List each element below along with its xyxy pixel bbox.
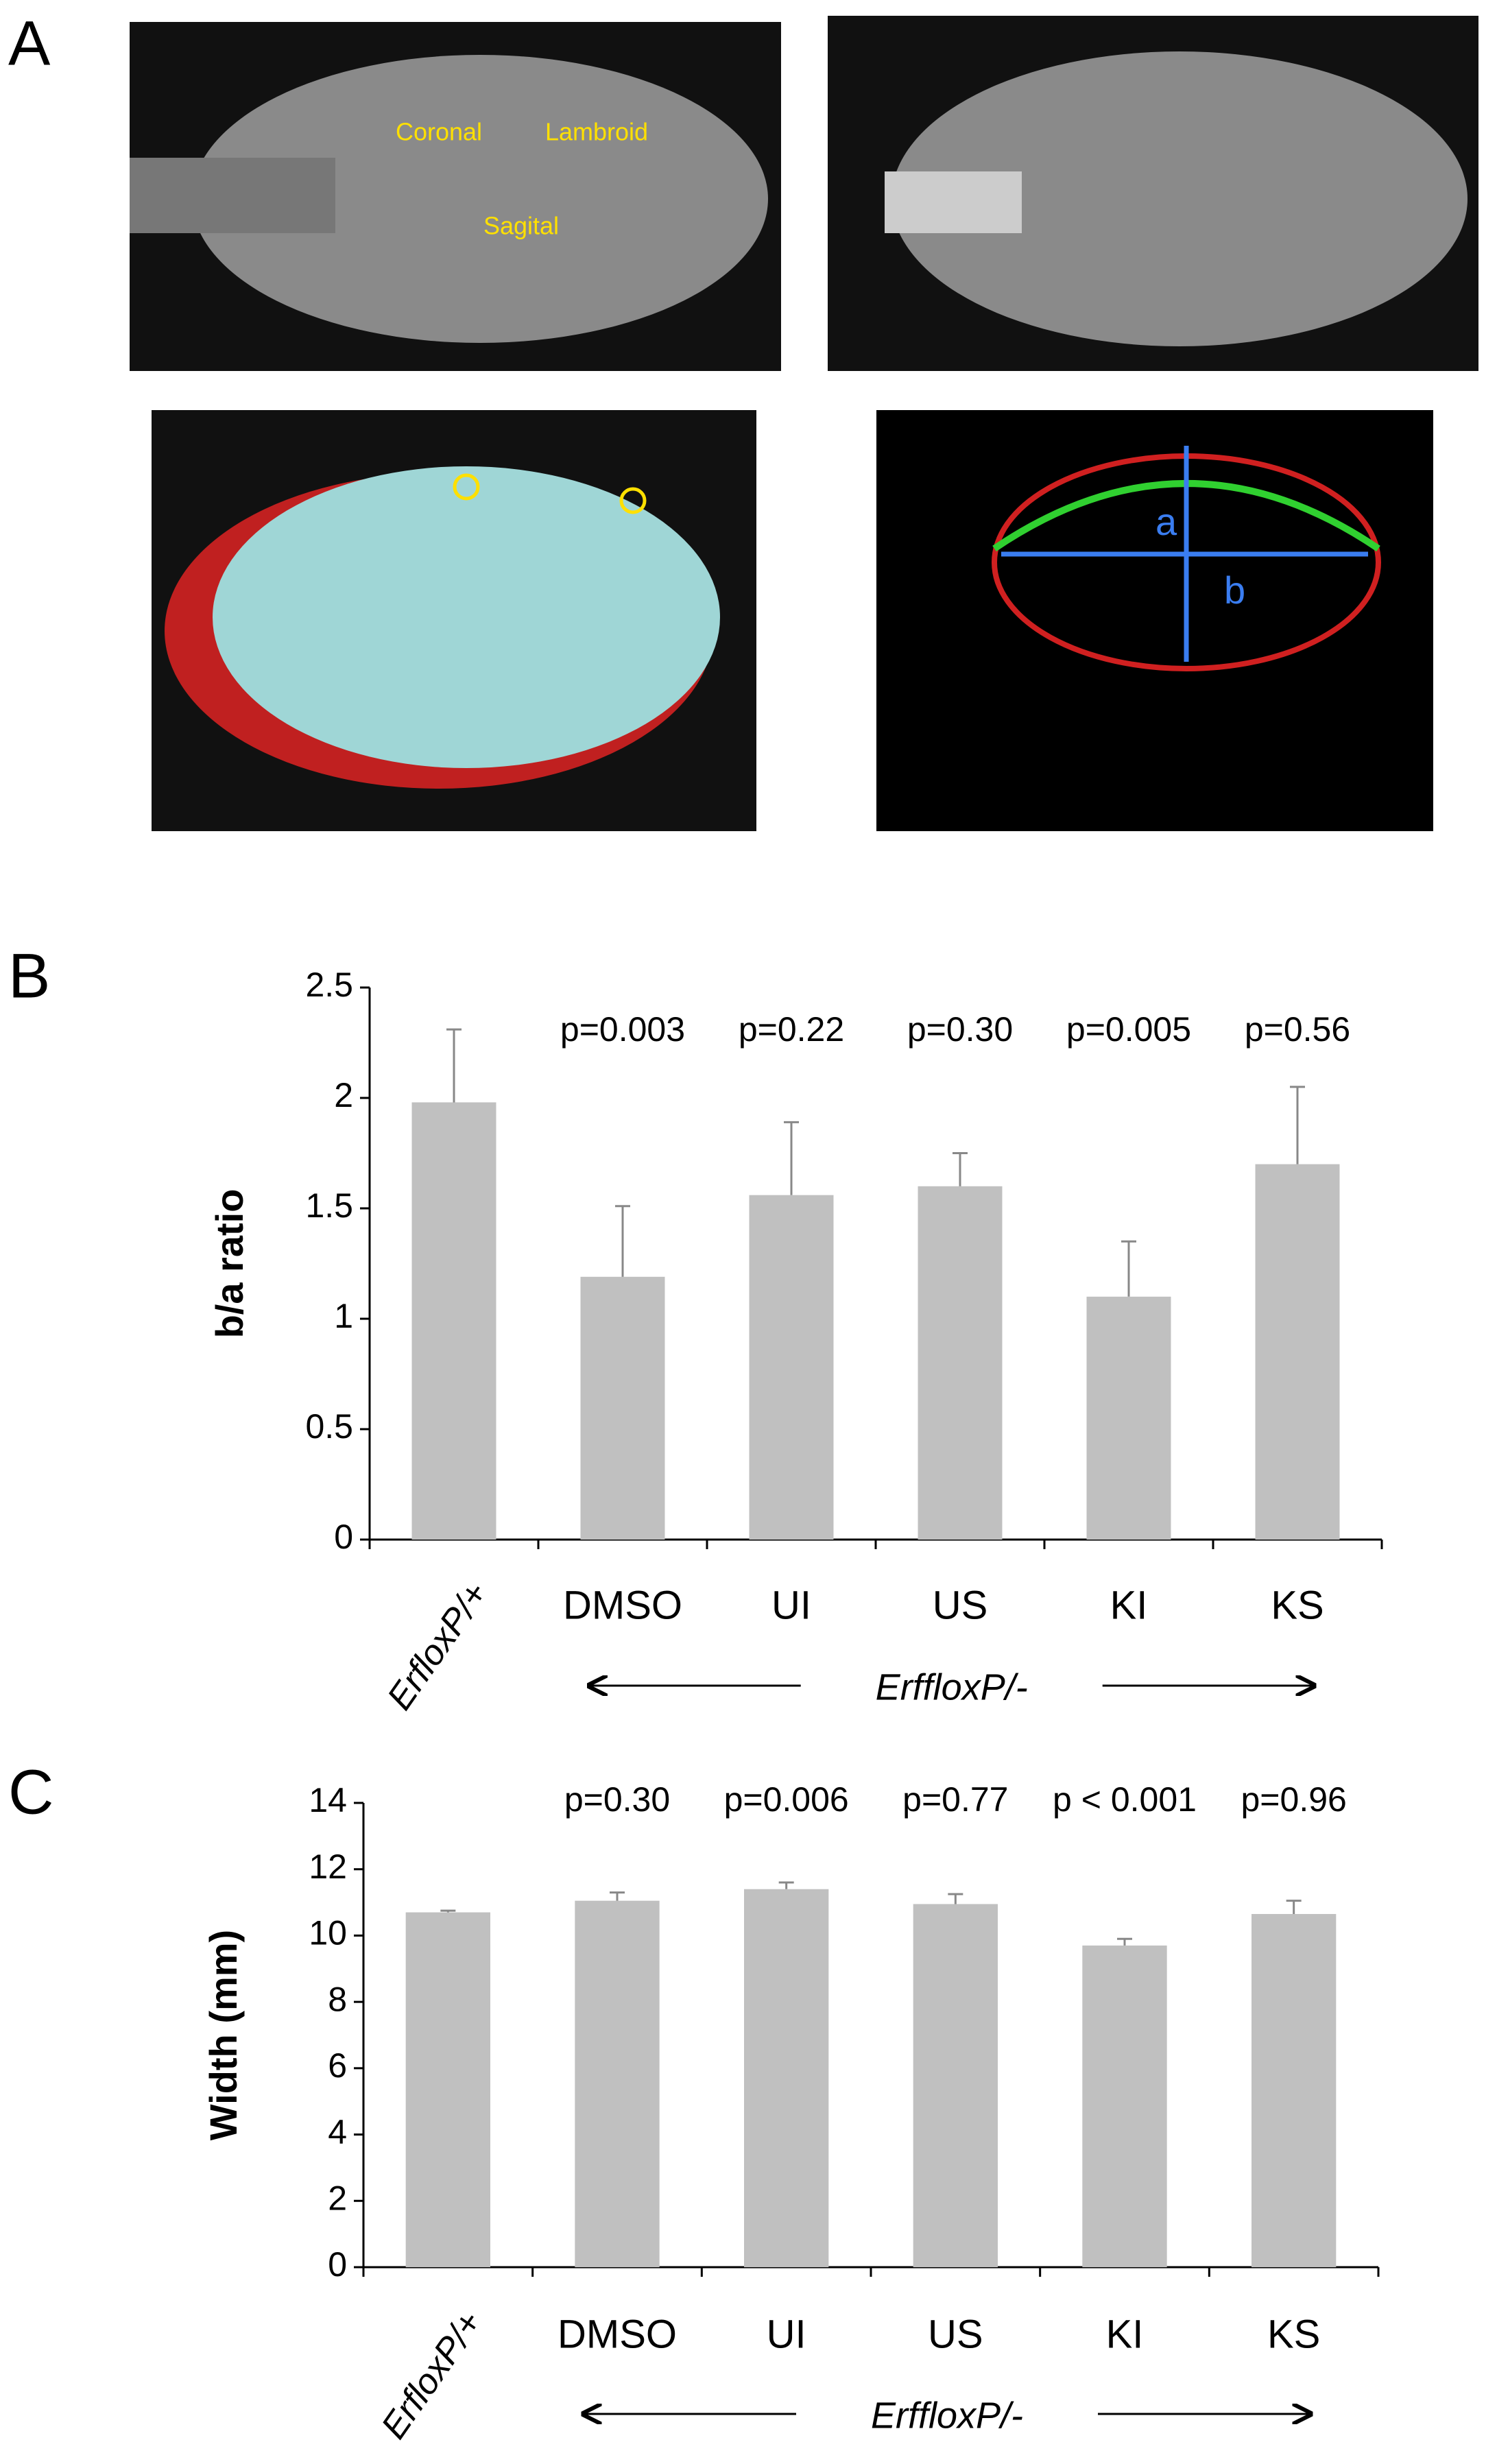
bar bbox=[411, 1102, 496, 1540]
error-bar bbox=[615, 1205, 630, 1277]
suture-label: Coronal bbox=[396, 118, 482, 146]
bar bbox=[1086, 1296, 1171, 1540]
p-value: p=0.30 bbox=[564, 1780, 670, 1819]
p-value: p=0.56 bbox=[1245, 1010, 1350, 1049]
x-tick-label: KS bbox=[1271, 1583, 1324, 1627]
bar bbox=[749, 1195, 834, 1540]
bar bbox=[1082, 1945, 1167, 2267]
bar bbox=[1255, 1164, 1340, 1540]
y-tick-label: 1 bbox=[334, 1297, 353, 1335]
y-tick-label: 8 bbox=[328, 1980, 347, 2018]
p-value: p=0.22 bbox=[739, 1010, 844, 1049]
error-bar bbox=[1117, 1937, 1132, 1946]
p-value: p=0.003 bbox=[560, 1010, 685, 1049]
y-tick-label: 10 bbox=[309, 1914, 347, 1952]
x-tick-label: DMSO bbox=[558, 2312, 677, 2356]
p-value: p=0.96 bbox=[1241, 1780, 1347, 1819]
y-tick-label: 2 bbox=[328, 2179, 347, 2217]
bar bbox=[913, 1904, 998, 2267]
error-bar bbox=[953, 1152, 968, 1186]
y-tick-label: 0 bbox=[334, 1518, 353, 1556]
coronal-section-image: a b bbox=[876, 410, 1433, 831]
y-axis-label: Width (mm) bbox=[202, 1930, 245, 2140]
error-bar bbox=[784, 1121, 799, 1195]
y-tick-label: 1.5 bbox=[305, 1186, 353, 1225]
x-tick-label: ErfloxP/+ bbox=[374, 2304, 490, 2445]
dorsal-skull-image bbox=[828, 16, 1478, 371]
error-bar bbox=[1286, 1900, 1302, 1914]
p-value: p=0.006 bbox=[724, 1780, 849, 1819]
y-tick-label: 14 bbox=[309, 1781, 347, 1819]
p-value: p=0.005 bbox=[1066, 1010, 1191, 1049]
panel-label: C bbox=[8, 1757, 53, 1827]
x-tick-label: KI bbox=[1106, 2312, 1144, 2356]
suture-label: Sagital bbox=[483, 212, 559, 240]
y-tick-label: 0.5 bbox=[305, 1407, 353, 1446]
x-tick-label: KI bbox=[1110, 1583, 1148, 1627]
error-bar bbox=[1290, 1086, 1305, 1164]
panel-label: A bbox=[8, 8, 51, 78]
bar bbox=[918, 1186, 1003, 1540]
suture-label: Lambroid bbox=[545, 118, 648, 146]
panel-label: B bbox=[8, 941, 50, 1011]
dimension-label: b bbox=[1224, 569, 1245, 612]
x-tick-label: US bbox=[928, 2312, 983, 2356]
lateral-skull-image bbox=[152, 410, 756, 831]
p-value: p=0.30 bbox=[907, 1010, 1013, 1049]
y-tick-label: 6 bbox=[328, 2046, 347, 2085]
error-bar bbox=[446, 1028, 462, 1103]
x-tick-label: KS bbox=[1267, 2312, 1320, 2356]
error-bar bbox=[610, 1891, 625, 1901]
y-tick-label: 4 bbox=[328, 2113, 347, 2151]
y-tick-label: 12 bbox=[309, 1847, 347, 1886]
y-tick-label: 0 bbox=[328, 2245, 347, 2284]
bar bbox=[575, 1900, 660, 2267]
x-tick-label: UI bbox=[767, 2312, 806, 2356]
p-value: p < 0.001 bbox=[1053, 1780, 1197, 1819]
error-bar bbox=[440, 1909, 456, 1913]
bar bbox=[580, 1276, 665, 1540]
p-value: p=0.77 bbox=[902, 1780, 1008, 1819]
dorsal-skull-image: Coronal Lambroid Sagital bbox=[130, 22, 781, 371]
bar bbox=[1252, 1913, 1337, 2267]
x-tick-label: ErfloxP/+ bbox=[380, 1575, 496, 1717]
group-label: ErffloxP/- bbox=[871, 2395, 1023, 2436]
x-tick-label: UI bbox=[771, 1583, 811, 1627]
bar bbox=[405, 1912, 490, 2267]
error-bar bbox=[1121, 1240, 1136, 1297]
x-tick-label: DMSO bbox=[563, 1583, 682, 1627]
y-axis-label: b/a ratio bbox=[208, 1189, 251, 1339]
group-label: ErffloxP/- bbox=[876, 1666, 1028, 1708]
x-tick-label: US bbox=[933, 1583, 988, 1627]
error-bar bbox=[948, 1893, 963, 1904]
error-bar bbox=[778, 1881, 794, 1889]
bar bbox=[744, 1889, 829, 2267]
dimension-label: a bbox=[1155, 500, 1177, 543]
y-tick-label: 2.5 bbox=[305, 966, 353, 1004]
y-tick-label: 2 bbox=[334, 1076, 353, 1114]
